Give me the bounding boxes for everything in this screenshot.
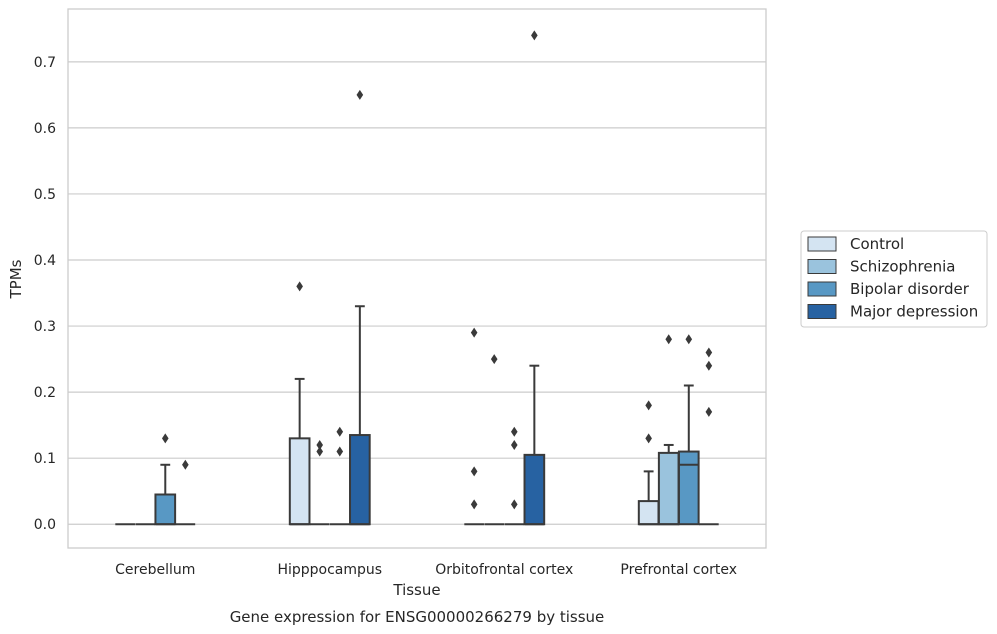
outlier-point <box>705 360 713 371</box>
x-tick-label: Hipppocampus <box>277 562 382 578</box>
box-2-3 <box>677 334 700 526</box>
y-axis-label: TPMs <box>7 259 25 299</box>
box-2-1 <box>329 426 350 526</box>
outlier-point <box>336 446 344 457</box>
box-0-1 <box>288 281 311 526</box>
outlier-point <box>336 426 344 437</box>
box-1-3 <box>657 334 680 526</box>
x-tick-label: Orbitofrontal cortex <box>435 562 573 578</box>
y-tick-label: 0.6 <box>34 121 56 137</box>
outlier-point <box>645 433 652 444</box>
legend-label: Bipolar disorder <box>850 280 970 298</box>
outlier-point <box>510 426 518 437</box>
box <box>657 451 680 526</box>
legend-label: Schizophrenia <box>850 258 955 276</box>
box <box>154 493 177 526</box>
outlier-point <box>645 400 652 411</box>
box <box>677 450 700 526</box>
outlier-point <box>665 334 673 345</box>
x-tick-label: Cerebellum <box>115 562 195 578</box>
box-3-3 <box>699 347 719 526</box>
y-tick-label: 0.2 <box>34 385 56 401</box>
outlier-point <box>531 30 538 41</box>
legend: Control Schizophrenia Bipolar disorder Majo… <box>800 230 988 328</box>
y-axis-ticks: 0.0 0.1 0.2 0.3 0.4 0.5 0.6 0.7 <box>34 55 56 533</box>
y-tick-label: 0.7 <box>34 55 56 71</box>
outlier-point <box>510 439 518 450</box>
box-1-2 <box>484 354 505 526</box>
outlier-point <box>316 446 324 457</box>
box-3-1 <box>349 89 371 526</box>
box <box>288 437 311 526</box>
outlier-point <box>316 439 324 450</box>
box-1-1 <box>309 439 330 526</box>
box-0-2 <box>464 327 484 526</box>
legend-frame <box>800 230 988 328</box>
box-3-0 <box>175 459 196 526</box>
outlier-point <box>296 281 303 292</box>
y-tick-label: 0.5 <box>34 187 56 203</box>
x-tick-label: Prefrontal cortex <box>620 562 737 578</box>
outlier-point <box>182 459 189 470</box>
outlier-point <box>161 433 169 444</box>
box-2-2 <box>504 426 525 526</box>
outlier-point <box>470 466 478 477</box>
box <box>523 453 546 526</box>
outlier-point <box>356 89 364 100</box>
outlier-point <box>705 406 713 417</box>
legend-swatch <box>807 304 837 319</box>
outlier-point <box>470 499 478 510</box>
outlier-point <box>705 347 713 358</box>
boxes-layer <box>115 30 719 526</box>
y-tick-label: 0.3 <box>34 319 56 335</box>
x-axis-ticks: Cerebellum Hipppocampus Orbitofrontal cort… <box>115 562 737 578</box>
legend-swatch <box>807 281 837 297</box>
plot-area <box>67 8 767 549</box>
box-2-0 <box>154 433 177 526</box>
legend-label: Control <box>850 235 904 253</box>
box-0-3 <box>637 400 660 526</box>
x-axis-label: Tissue <box>392 581 440 599</box>
outlier-point <box>685 334 693 345</box>
y-tick-label: 0.0 <box>34 517 56 533</box>
outlier-point <box>510 499 518 510</box>
grid-layer <box>68 61 766 525</box>
box-3-2 <box>523 30 546 526</box>
chart-caption: Gene expression for ENSG00000266279 by t… <box>230 608 605 626</box>
outlier-point <box>470 327 478 338</box>
legend-swatch <box>807 259 837 274</box>
outlier-point <box>490 354 498 365</box>
legend-swatch <box>807 236 837 252</box>
y-tick-label: 0.1 <box>34 451 56 467</box>
box <box>637 500 660 526</box>
box <box>349 434 371 526</box>
legend-label: Major depression <box>850 303 978 321</box>
y-tick-label: 0.4 <box>34 253 56 269</box>
